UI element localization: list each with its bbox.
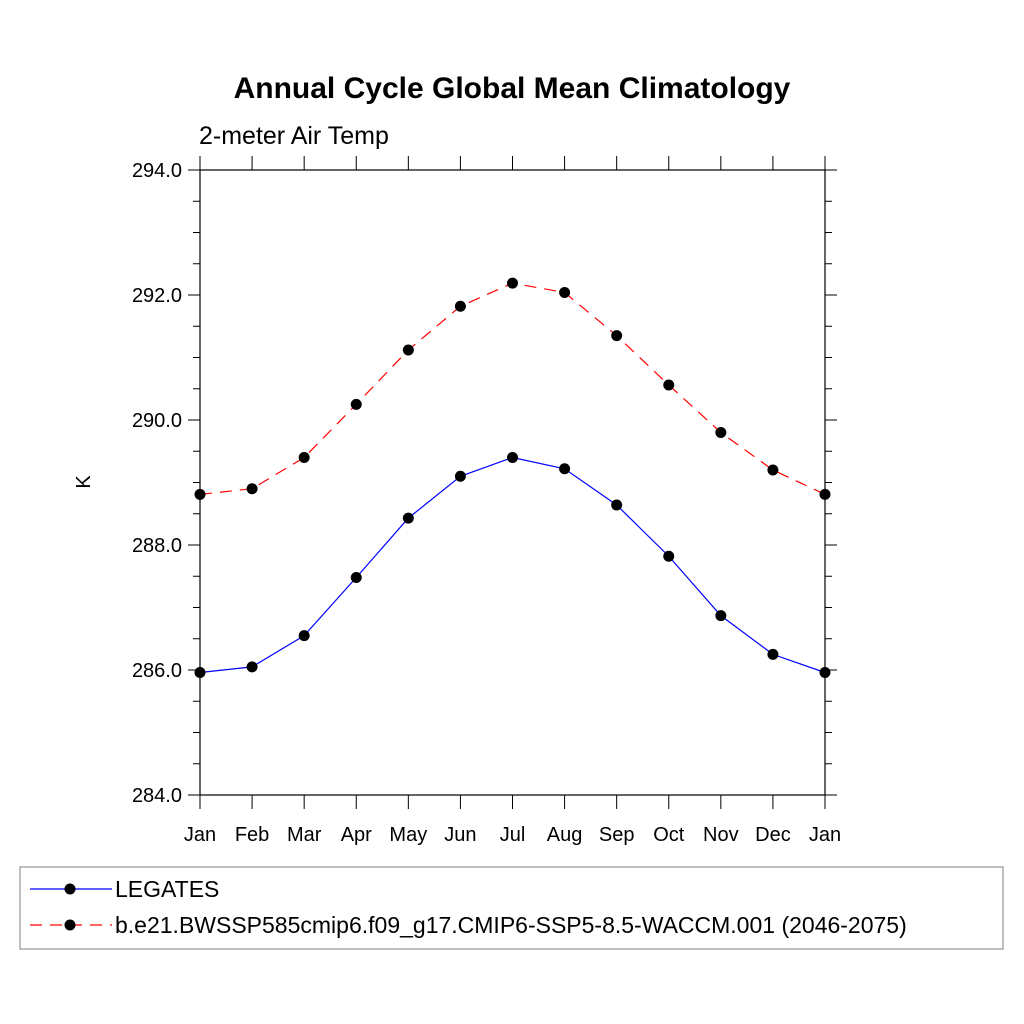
data-point (715, 610, 727, 622)
x-tick-label: Jul (500, 824, 526, 846)
x-tick-label: Aug (547, 824, 583, 846)
ticks-layer: 284.0 286.0 288.0 290.0 292.0 294.0 Jan Feb Mar A… (132, 156, 841, 846)
y-tick-label: 290.0 (132, 410, 182, 432)
data-point (246, 661, 258, 673)
legend-box (19, 866, 1004, 950)
data-point (663, 550, 675, 562)
data-point (350, 572, 362, 583)
plot-frame (199, 169, 826, 796)
y-tick-label: 292.0 (132, 285, 182, 307)
y-tick-label: 284.0 (132, 785, 182, 807)
data-point (402, 512, 414, 524)
y-axis-label: K (73, 475, 95, 489)
data-point (507, 277, 518, 289)
series-layer (194, 277, 831, 678)
data-point (611, 499, 623, 511)
legend-marker (64, 883, 76, 895)
x-tick-label: Dec (755, 824, 791, 846)
data-point (454, 470, 466, 482)
data-point (715, 427, 727, 438)
x-tick-label: Mar (287, 824, 322, 846)
data-point (246, 483, 258, 495)
x-tick-label: Jan (809, 824, 841, 846)
y-tick-label: 286.0 (132, 660, 182, 682)
legend-item: LEGATES (30, 876, 219, 902)
data-point (559, 463, 571, 475)
data-point (402, 344, 414, 356)
series-1 (194, 452, 831, 678)
data-point (298, 452, 310, 463)
legend: LEGATES b.e21.BWSSP585cmip6.f09_g17.CMIP6… (19, 866, 1004, 950)
legend-label: LEGATES (115, 876, 219, 902)
legend-marker (64, 919, 76, 931)
data-point (767, 648, 779, 660)
y-tick-label: 294.0 (132, 160, 182, 182)
chart-title: Annual Cycle Global Mean Climatology (234, 72, 791, 105)
x-tick-label: Oct (653, 824, 685, 846)
legend-label: b.e21.BWSSP585cmip6.f09_g17.CMIP6-SSP5-8… (115, 912, 907, 938)
x-tick-label: Jan (184, 824, 216, 846)
legend-item: b.e21.BWSSP585cmip6.f09_g17.CMIP6-SSP5-8… (30, 912, 907, 938)
x-tick-label: Sep (599, 824, 635, 846)
data-point (663, 379, 675, 391)
x-tick-label: Nov (703, 824, 739, 846)
data-point (298, 630, 310, 642)
series-2 (194, 277, 831, 500)
data-point (507, 452, 518, 463)
data-point (559, 287, 571, 298)
chart-subtitle: 2-meter Air Temp (199, 122, 389, 150)
data-point (350, 398, 362, 410)
series-line (199, 456, 826, 674)
x-tick-label: Feb (235, 824, 269, 846)
data-point (611, 330, 623, 342)
x-tick-label: May (389, 824, 427, 846)
legend-items: LEGATES b.e21.BWSSP585cmip6.f09_g17.CMIP6… (30, 876, 907, 938)
data-point (767, 464, 779, 476)
data-point (454, 300, 466, 312)
x-tick-label: Jun (444, 824, 476, 846)
y-tick-label: 288.0 (132, 535, 182, 557)
x-tick-label: Apr (341, 824, 372, 846)
